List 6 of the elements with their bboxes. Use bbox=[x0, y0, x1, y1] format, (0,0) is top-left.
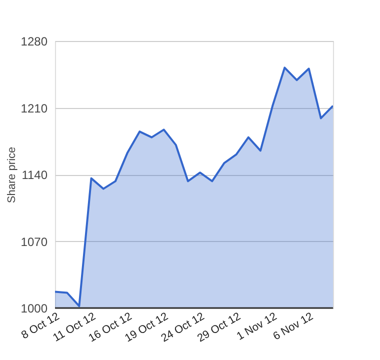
y-tick-label: 1280 bbox=[20, 34, 48, 48]
y-axis-title: Share price bbox=[6, 146, 18, 204]
y-tick-label: 1000 bbox=[20, 302, 48, 316]
y-tick-label: 1140 bbox=[22, 168, 48, 182]
y-tick-label: 1210 bbox=[20, 101, 48, 116]
y-tick-label: 1070 bbox=[20, 234, 48, 249]
